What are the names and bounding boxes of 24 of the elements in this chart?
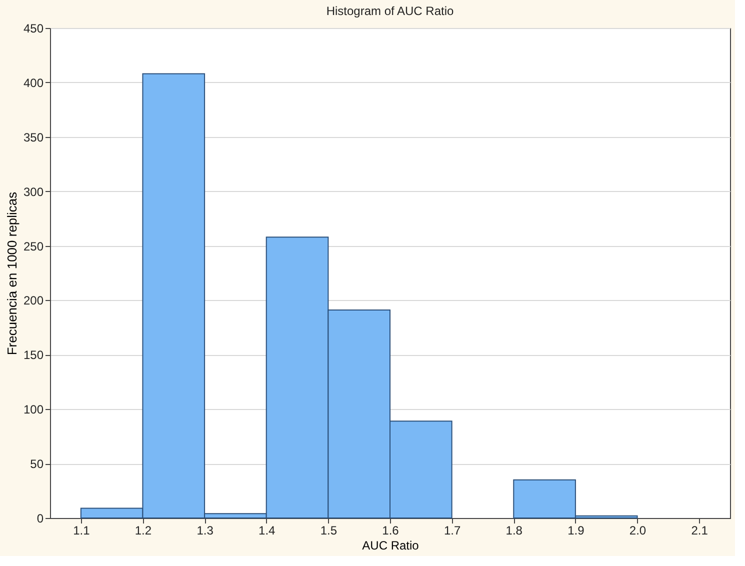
y-tick-label: 450 (23, 22, 44, 36)
x-tick-label: 1.9 (568, 524, 585, 538)
y-tick-label: 150 (23, 348, 44, 362)
x-axis-title: AUC Ratio (362, 538, 420, 552)
y-tick-label: 0 (36, 512, 44, 526)
y-tick-label: 350 (23, 130, 44, 144)
y-tick-label: 250 (23, 239, 44, 254)
y-tick-label: 50 (30, 457, 44, 472)
x-tick-label: 1.1 (73, 524, 90, 538)
x-tick-label: 1.5 (320, 524, 338, 538)
x-tick-label: 1.3 (196, 524, 214, 538)
y-tick-label: 300 (23, 184, 44, 199)
x-tick-label: 2.1 (691, 524, 708, 538)
y-tick-label: 400 (23, 76, 44, 90)
y-tick-label: 100 (23, 402, 44, 417)
x-tick-label: 1.7 (444, 524, 461, 538)
chart-title: Histogram of AUC Ratio (326, 4, 454, 18)
x-tick-label: 1.6 (382, 524, 400, 538)
y-tick-label: 200 (23, 294, 44, 308)
x-tick-label: 1.8 (506, 524, 523, 538)
x-tick-label: 1.2 (134, 524, 152, 538)
y-axis-title: Frecuencia en 1000 replicas (4, 191, 20, 356)
x-tick-label: 2.0 (629, 524, 646, 538)
x-tick-label: 1.4 (258, 524, 276, 538)
